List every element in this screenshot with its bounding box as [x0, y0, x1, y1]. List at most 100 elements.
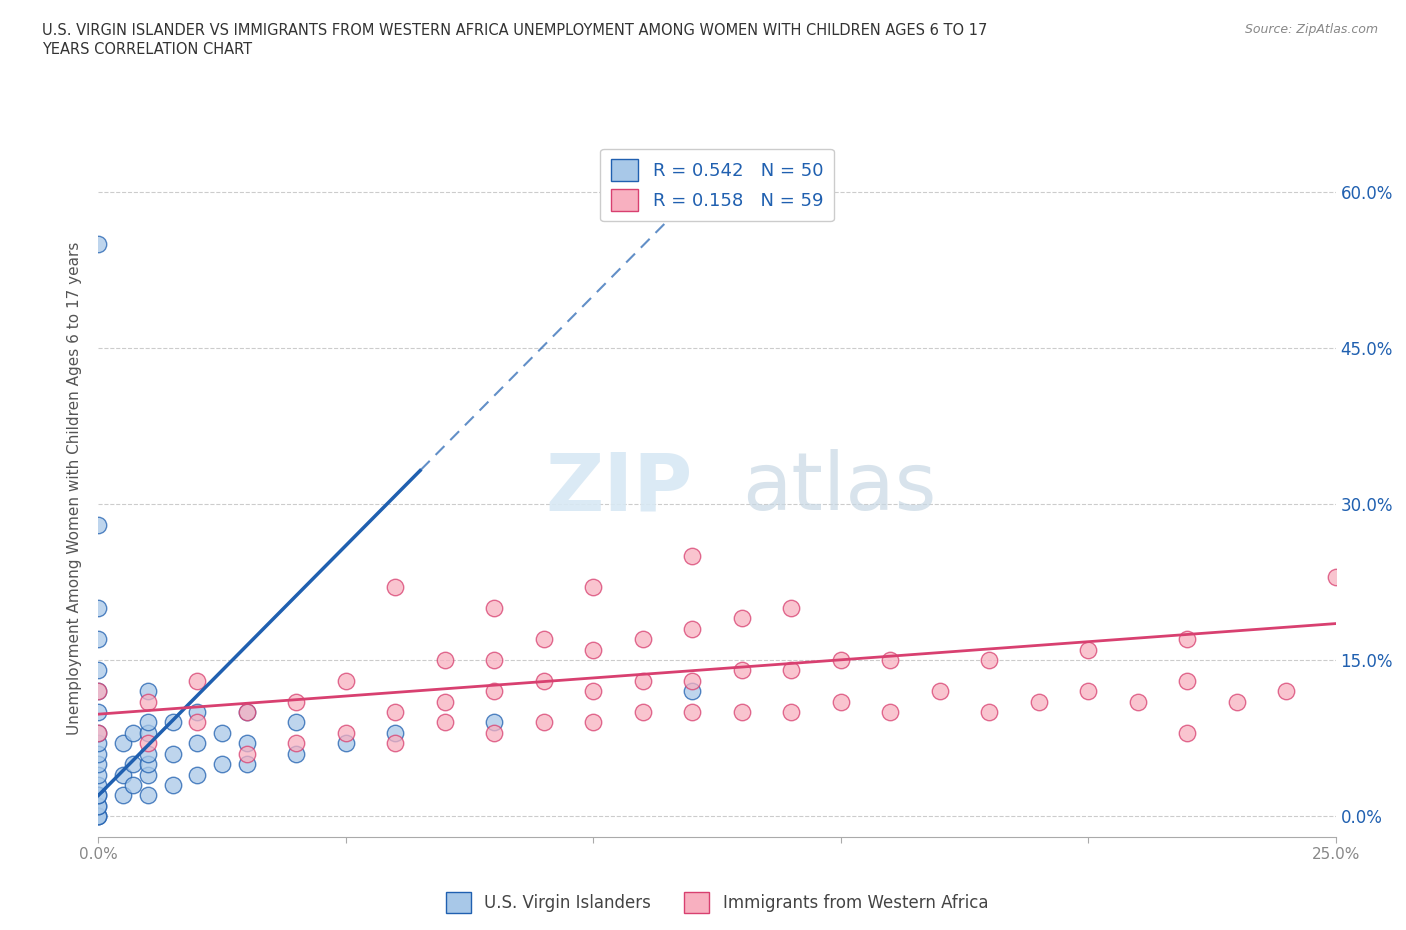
Point	[122, 777, 145, 792]
Point	[1175, 725, 1198, 740]
Point	[681, 705, 703, 720]
Text: U.S. VIRGIN ISLANDER VS IMMIGRANTS FROM WESTERN AFRICA UNEMPLOYMENT AMONG WOMEN : U.S. VIRGIN ISLANDER VS IMMIGRANTS FROM …	[42, 23, 987, 38]
Point	[87, 705, 110, 720]
Point	[830, 653, 852, 668]
Point	[87, 767, 110, 782]
Y-axis label: Unemployment Among Women with Children Ages 6 to 17 years: Unemployment Among Women with Children A…	[67, 242, 83, 735]
Point	[780, 601, 803, 616]
Point	[285, 746, 308, 761]
Point	[186, 673, 208, 688]
Point	[122, 757, 145, 772]
Point	[87, 725, 110, 740]
Point	[582, 579, 605, 594]
Point	[780, 705, 803, 720]
Point	[384, 736, 406, 751]
Point	[236, 705, 259, 720]
Point	[533, 715, 555, 730]
Point	[433, 694, 456, 709]
Point	[780, 663, 803, 678]
Point	[186, 736, 208, 751]
Legend: U.S. Virgin Islanders, Immigrants from Western Africa: U.S. Virgin Islanders, Immigrants from W…	[439, 885, 995, 920]
Point	[136, 694, 159, 709]
Point	[1275, 684, 1298, 698]
Point	[136, 767, 159, 782]
Point	[136, 715, 159, 730]
Point	[236, 757, 259, 772]
Point	[631, 673, 654, 688]
Point	[484, 715, 506, 730]
Point	[87, 788, 110, 803]
Point	[979, 705, 1001, 720]
Point	[87, 798, 110, 813]
Point	[186, 715, 208, 730]
Point	[87, 757, 110, 772]
Point	[433, 715, 456, 730]
Point	[731, 705, 754, 720]
Point	[112, 736, 135, 751]
Point	[879, 705, 901, 720]
Point	[384, 725, 406, 740]
Point	[582, 684, 605, 698]
Point	[87, 517, 110, 532]
Point	[384, 579, 406, 594]
Text: atlas: atlas	[742, 449, 936, 527]
Point	[681, 684, 703, 698]
Point	[87, 684, 110, 698]
Point	[87, 663, 110, 678]
Point	[631, 631, 654, 646]
Point	[87, 725, 110, 740]
Point	[1028, 694, 1050, 709]
Point	[162, 777, 184, 792]
Point	[236, 746, 259, 761]
Point	[136, 757, 159, 772]
Point	[681, 673, 703, 688]
Point	[1077, 643, 1099, 658]
Point	[87, 684, 110, 698]
Point	[285, 694, 308, 709]
Point	[335, 736, 357, 751]
Text: ZIP: ZIP	[546, 449, 692, 527]
Point	[582, 643, 605, 658]
Point	[731, 663, 754, 678]
Point	[87, 236, 110, 251]
Point	[1126, 694, 1149, 709]
Point	[533, 673, 555, 688]
Point	[384, 705, 406, 720]
Text: YEARS CORRELATION CHART: YEARS CORRELATION CHART	[42, 42, 252, 57]
Point	[1077, 684, 1099, 698]
Point	[87, 631, 110, 646]
Point	[681, 621, 703, 636]
Point	[87, 601, 110, 616]
Point	[335, 725, 357, 740]
Point	[335, 673, 357, 688]
Point	[533, 631, 555, 646]
Point	[731, 611, 754, 626]
Point	[285, 736, 308, 751]
Point	[979, 653, 1001, 668]
Point	[681, 549, 703, 564]
Point	[236, 736, 259, 751]
Point	[87, 809, 110, 824]
Point	[87, 736, 110, 751]
Point	[879, 653, 901, 668]
Point	[136, 788, 159, 803]
Point	[433, 653, 456, 668]
Point	[136, 725, 159, 740]
Point	[136, 746, 159, 761]
Point	[211, 757, 233, 772]
Point	[112, 788, 135, 803]
Point	[186, 705, 208, 720]
Point	[1175, 673, 1198, 688]
Text: Source: ZipAtlas.com: Source: ZipAtlas.com	[1244, 23, 1378, 36]
Point	[186, 767, 208, 782]
Point	[162, 715, 184, 730]
Point	[1175, 631, 1198, 646]
Point	[87, 777, 110, 792]
Point	[112, 767, 135, 782]
Point	[1324, 569, 1347, 584]
Point	[484, 684, 506, 698]
Point	[136, 736, 159, 751]
Point	[211, 725, 233, 740]
Point	[1226, 694, 1249, 709]
Point	[236, 705, 259, 720]
